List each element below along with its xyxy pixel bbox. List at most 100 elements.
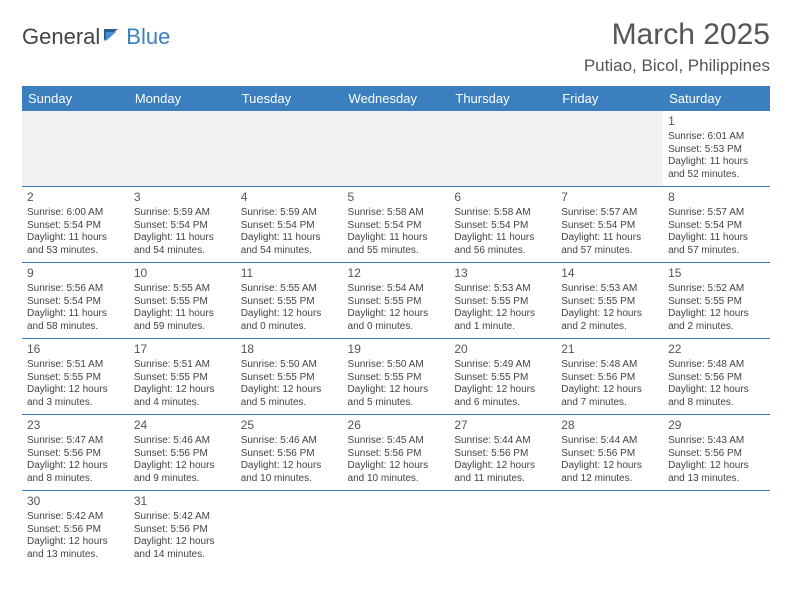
sunrise-text: Sunrise: 5:51 AM	[27, 359, 124, 372]
logo-text-blue: Blue	[126, 24, 170, 50]
daylight-text: Daylight: 12 hours and 6 minutes.	[454, 384, 551, 409]
sunrise-text: Sunrise: 5:48 AM	[561, 359, 658, 372]
sunrise-text: Sunrise: 5:53 AM	[561, 283, 658, 296]
sunset-text: Sunset: 5:55 PM	[454, 372, 551, 385]
sunrise-text: Sunrise: 5:46 AM	[134, 435, 231, 448]
sunset-text: Sunset: 5:56 PM	[348, 448, 445, 461]
daylight-text: Daylight: 11 hours and 55 minutes.	[348, 232, 445, 257]
sunset-text: Sunset: 5:56 PM	[454, 448, 551, 461]
sunset-text: Sunset: 5:56 PM	[668, 372, 765, 385]
sunset-text: Sunset: 5:55 PM	[134, 372, 231, 385]
sunset-text: Sunset: 5:54 PM	[27, 296, 124, 309]
logo: General Blue	[22, 18, 170, 50]
sunrise-text: Sunrise: 5:57 AM	[668, 207, 765, 220]
calendar-row: 23Sunrise: 5:47 AMSunset: 5:56 PMDayligh…	[22, 415, 770, 491]
sunrise-text: Sunrise: 5:51 AM	[134, 359, 231, 372]
day-number: 31	[134, 494, 231, 509]
sunset-text: Sunset: 5:54 PM	[561, 220, 658, 233]
weekday-header: Friday	[556, 86, 663, 111]
weekday-header: Saturday	[663, 86, 770, 111]
daylight-text: Daylight: 11 hours and 58 minutes.	[27, 308, 124, 333]
calendar-cell: 27Sunrise: 5:44 AMSunset: 5:56 PMDayligh…	[449, 415, 556, 491]
sunset-text: Sunset: 5:54 PM	[27, 220, 124, 233]
sunrise-text: Sunrise: 5:52 AM	[668, 283, 765, 296]
calendar-cell: 23Sunrise: 5:47 AMSunset: 5:56 PMDayligh…	[22, 415, 129, 491]
daylight-text: Daylight: 12 hours and 10 minutes.	[348, 460, 445, 485]
sunrise-text: Sunrise: 5:45 AM	[348, 435, 445, 448]
day-number: 10	[134, 266, 231, 281]
calendar-row: 16Sunrise: 5:51 AMSunset: 5:55 PMDayligh…	[22, 339, 770, 415]
calendar-cell	[236, 491, 343, 567]
day-number: 20	[454, 342, 551, 357]
calendar-cell: 30Sunrise: 5:42 AMSunset: 5:56 PMDayligh…	[22, 491, 129, 567]
calendar-cell: 18Sunrise: 5:50 AMSunset: 5:55 PMDayligh…	[236, 339, 343, 415]
day-number: 26	[348, 418, 445, 433]
sunset-text: Sunset: 5:55 PM	[561, 296, 658, 309]
day-number: 30	[27, 494, 124, 509]
calendar-cell: 21Sunrise: 5:48 AMSunset: 5:56 PMDayligh…	[556, 339, 663, 415]
sunset-text: Sunset: 5:53 PM	[668, 144, 765, 157]
sunrise-text: Sunrise: 5:42 AM	[134, 511, 231, 524]
daylight-text: Daylight: 12 hours and 11 minutes.	[454, 460, 551, 485]
day-number: 16	[27, 342, 124, 357]
sunset-text: Sunset: 5:55 PM	[348, 372, 445, 385]
calendar-cell	[129, 111, 236, 187]
calendar-row: 1Sunrise: 6:01 AMSunset: 5:53 PMDaylight…	[22, 111, 770, 187]
daylight-text: Daylight: 11 hours and 52 minutes.	[668, 156, 765, 181]
sunset-text: Sunset: 5:56 PM	[134, 448, 231, 461]
sunset-text: Sunset: 5:56 PM	[134, 524, 231, 537]
day-number: 21	[561, 342, 658, 357]
day-number: 29	[668, 418, 765, 433]
day-number: 19	[348, 342, 445, 357]
daylight-text: Daylight: 12 hours and 5 minutes.	[348, 384, 445, 409]
daylight-text: Daylight: 11 hours and 56 minutes.	[454, 232, 551, 257]
day-number: 2	[27, 190, 124, 205]
calendar-cell	[22, 111, 129, 187]
calendar-cell: 16Sunrise: 5:51 AMSunset: 5:55 PMDayligh…	[22, 339, 129, 415]
calendar-cell: 8Sunrise: 5:57 AMSunset: 5:54 PMDaylight…	[663, 187, 770, 263]
sunrise-text: Sunrise: 5:49 AM	[454, 359, 551, 372]
calendar-cell: 22Sunrise: 5:48 AMSunset: 5:56 PMDayligh…	[663, 339, 770, 415]
daylight-text: Daylight: 12 hours and 8 minutes.	[668, 384, 765, 409]
calendar-cell: 7Sunrise: 5:57 AMSunset: 5:54 PMDaylight…	[556, 187, 663, 263]
header: General Blue March 2025 Putiao, Bicol, P…	[22, 18, 770, 76]
weekday-header: Sunday	[22, 86, 129, 111]
day-number: 6	[454, 190, 551, 205]
day-number: 18	[241, 342, 338, 357]
calendar-cell: 1Sunrise: 6:01 AMSunset: 5:53 PMDaylight…	[663, 111, 770, 187]
daylight-text: Daylight: 12 hours and 0 minutes.	[241, 308, 338, 333]
day-number: 23	[27, 418, 124, 433]
daylight-text: Daylight: 12 hours and 4 minutes.	[134, 384, 231, 409]
calendar-cell: 31Sunrise: 5:42 AMSunset: 5:56 PMDayligh…	[129, 491, 236, 567]
calendar-cell: 3Sunrise: 5:59 AMSunset: 5:54 PMDaylight…	[129, 187, 236, 263]
sunset-text: Sunset: 5:56 PM	[668, 448, 765, 461]
sunrise-text: Sunrise: 5:54 AM	[348, 283, 445, 296]
day-number: 28	[561, 418, 658, 433]
sunrise-text: Sunrise: 5:56 AM	[27, 283, 124, 296]
calendar-cell: 29Sunrise: 5:43 AMSunset: 5:56 PMDayligh…	[663, 415, 770, 491]
day-number: 9	[27, 266, 124, 281]
sunset-text: Sunset: 5:55 PM	[241, 296, 338, 309]
daylight-text: Daylight: 12 hours and 2 minutes.	[561, 308, 658, 333]
sunrise-text: Sunrise: 5:53 AM	[454, 283, 551, 296]
daylight-text: Daylight: 11 hours and 57 minutes.	[668, 232, 765, 257]
calendar-cell: 2Sunrise: 6:00 AMSunset: 5:54 PMDaylight…	[22, 187, 129, 263]
sunrise-text: Sunrise: 5:59 AM	[134, 207, 231, 220]
sunrise-text: Sunrise: 5:55 AM	[241, 283, 338, 296]
sunset-text: Sunset: 5:56 PM	[241, 448, 338, 461]
sunset-text: Sunset: 5:55 PM	[27, 372, 124, 385]
calendar-cell: 4Sunrise: 5:59 AMSunset: 5:54 PMDaylight…	[236, 187, 343, 263]
sunrise-text: Sunrise: 6:01 AM	[668, 131, 765, 144]
location-text: Putiao, Bicol, Philippines	[584, 56, 770, 76]
day-number: 14	[561, 266, 658, 281]
day-number: 25	[241, 418, 338, 433]
sunset-text: Sunset: 5:56 PM	[27, 448, 124, 461]
calendar-cell: 28Sunrise: 5:44 AMSunset: 5:56 PMDayligh…	[556, 415, 663, 491]
calendar-cell: 11Sunrise: 5:55 AMSunset: 5:55 PMDayligh…	[236, 263, 343, 339]
daylight-text: Daylight: 12 hours and 2 minutes.	[668, 308, 765, 333]
day-number: 5	[348, 190, 445, 205]
weekday-header: Tuesday	[236, 86, 343, 111]
sunset-text: Sunset: 5:55 PM	[134, 296, 231, 309]
daylight-text: Daylight: 11 hours and 54 minutes.	[241, 232, 338, 257]
calendar-row: 2Sunrise: 6:00 AMSunset: 5:54 PMDaylight…	[22, 187, 770, 263]
